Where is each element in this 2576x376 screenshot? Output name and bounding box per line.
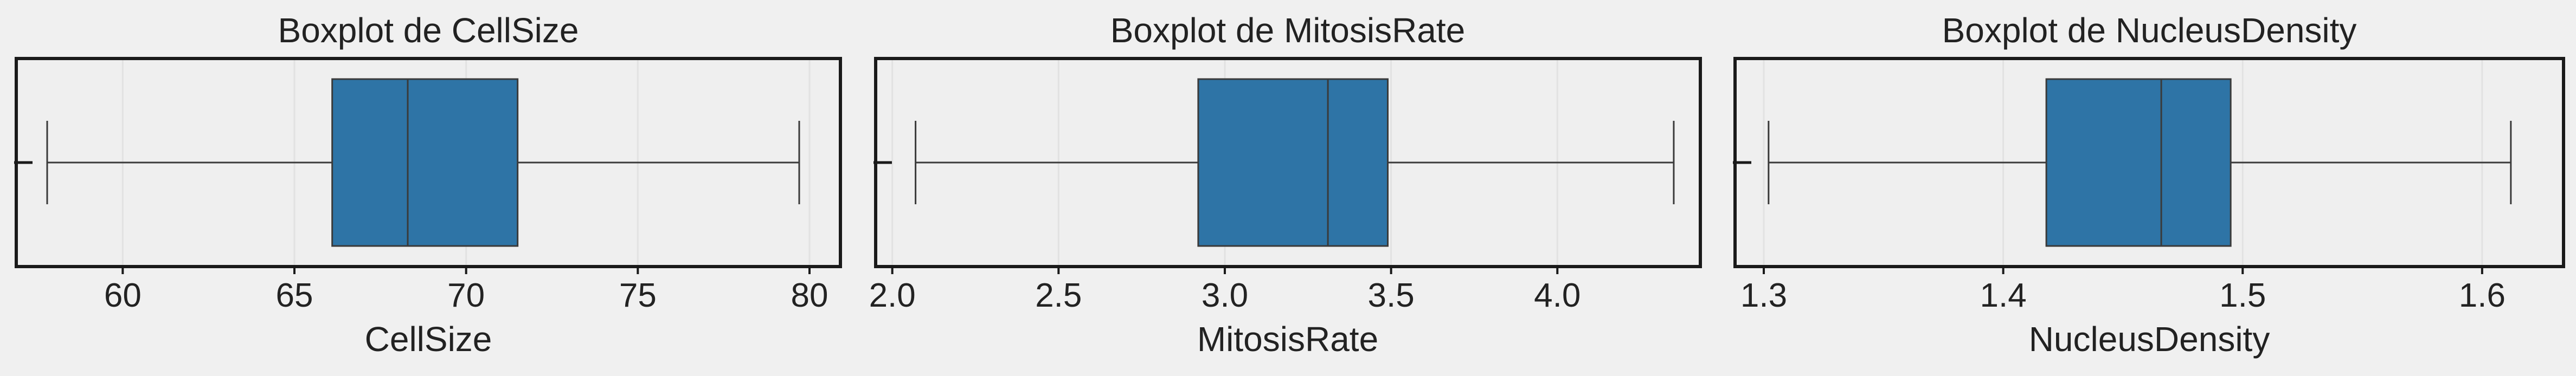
subplot-cellsize: 60 65 70 75 80 Boxplot de CellSize CellSize <box>14 11 842 359</box>
x-axis-ticks: 1.3 1.4 1.5 1.6 <box>1740 267 2506 314</box>
x-axis-label: CellSize <box>365 320 492 359</box>
x-tick-label: 1.5 <box>2219 277 2266 314</box>
box-iqr <box>1197 78 1389 247</box>
boxplot <box>1733 78 2512 247</box>
x-tick-label: 2.5 <box>1035 277 1082 314</box>
plot-frame <box>15 57 842 268</box>
x-axis-label: MitosisRate <box>1197 320 1378 359</box>
plot-frame <box>1733 57 2565 268</box>
x-tick-label: 65 <box>276 277 313 314</box>
x-tick-label: 1.4 <box>1980 277 2027 314</box>
subplot-mitosisrate: 2.0 2.5 3.0 3.5 4.0 Boxplot de MitosisRate M… <box>869 11 1702 359</box>
chart-title: Boxplot de MitosisRate <box>1110 11 1466 50</box>
x-tick-label: 1.3 <box>1740 277 1787 314</box>
boxplot <box>873 78 1675 247</box>
x-tick-label: 1.6 <box>2459 277 2506 314</box>
x-axis-ticks: 2.0 2.5 3.0 3.5 4.0 <box>869 267 1581 314</box>
x-tick-label: 70 <box>447 277 485 314</box>
x-tick-label: 2.0 <box>869 277 916 314</box>
chart-title: Boxplot de NucleusDensity <box>1942 11 2357 50</box>
chart-title: Boxplot de CellSize <box>278 11 579 50</box>
x-tick-label: 4.0 <box>1534 277 1581 314</box>
subplot-nucleusdensity: 1.3 1.4 1.5 1.6 Boxplot de NucleusDensity N… <box>1733 11 2565 359</box>
x-tick-label: 3.5 <box>1368 277 1415 314</box>
x-axis-label: NucleusDensity <box>2029 320 2270 359</box>
boxplot <box>14 78 800 247</box>
plot-frame <box>874 57 1702 268</box>
x-tick-label: 3.0 <box>1202 277 1248 314</box>
box-iqr <box>331 78 519 247</box>
x-tick-label: 80 <box>791 277 828 314</box>
x-tick-label: 60 <box>104 277 142 314</box>
box-iqr <box>2045 78 2232 247</box>
x-tick-label: 75 <box>619 277 657 314</box>
x-axis-ticks: 60 65 70 75 80 <box>104 267 828 314</box>
